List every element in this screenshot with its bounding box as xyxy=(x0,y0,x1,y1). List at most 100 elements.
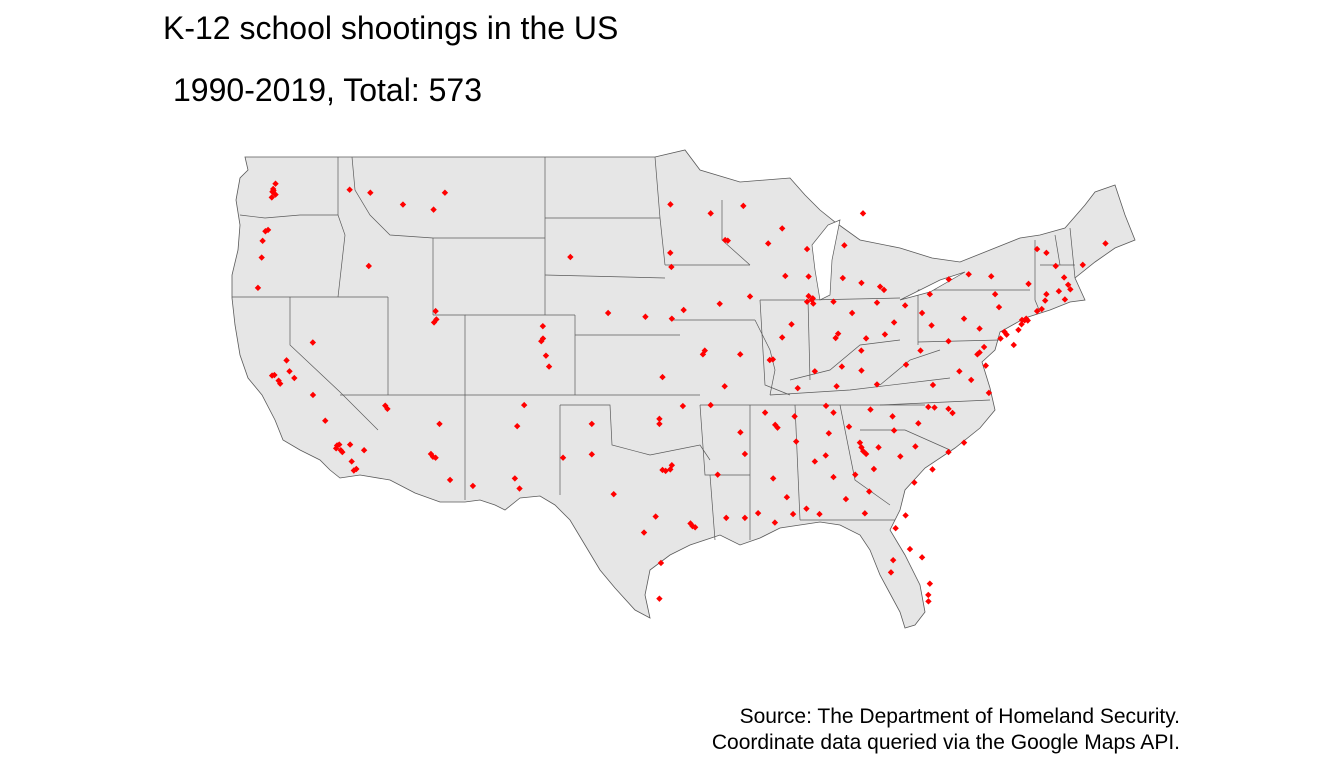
shooting-point xyxy=(841,242,848,249)
shooting-point xyxy=(667,201,674,208)
shooting-point xyxy=(918,309,926,317)
border-al-ga xyxy=(794,404,801,521)
shooting-point xyxy=(699,351,707,358)
shooting-point xyxy=(810,300,817,307)
shooting-point xyxy=(430,206,437,213)
shooting-point xyxy=(432,454,439,461)
shooting-point xyxy=(346,186,353,193)
shooting-point xyxy=(967,376,975,384)
shooting-point xyxy=(803,505,810,512)
shooting-point xyxy=(1043,249,1050,257)
shooting-point xyxy=(956,368,963,375)
caption-line-2: Coordinate data queried via the Google M… xyxy=(711,731,1180,754)
shooting-point xyxy=(272,191,279,198)
shooting-point xyxy=(830,473,837,481)
border-in-oh xyxy=(807,299,811,381)
shooting-point xyxy=(842,495,850,503)
shooting-point xyxy=(283,357,290,364)
shooting-point xyxy=(662,467,669,475)
shooting-point xyxy=(845,423,853,430)
shooting-point xyxy=(701,347,708,354)
shooting-point xyxy=(640,529,648,536)
shooting-point xyxy=(915,420,922,427)
shooting-point xyxy=(902,512,909,519)
shooting-point xyxy=(588,420,596,428)
shooting-point xyxy=(761,409,769,416)
border-tn-ky xyxy=(769,377,951,396)
shooting-point xyxy=(1038,305,1045,313)
shooting-point xyxy=(291,374,298,382)
shooting-point xyxy=(668,263,675,271)
shooting-point xyxy=(1010,341,1017,349)
shooting-point xyxy=(912,443,919,450)
shooting-point xyxy=(542,352,550,359)
shooting-point xyxy=(656,595,663,602)
border-mn-west xyxy=(654,156,666,266)
shooting-point xyxy=(642,313,649,320)
shooting-point xyxy=(679,402,687,410)
shooting-point xyxy=(862,335,870,342)
shooting-point xyxy=(822,402,830,410)
border-nc-sc xyxy=(860,429,951,451)
shooting-point xyxy=(876,283,884,290)
shooting-point xyxy=(336,441,343,448)
shooting-point xyxy=(816,510,823,518)
shooting-point xyxy=(870,465,878,473)
shooting-point xyxy=(1055,287,1063,295)
map-title: K-12 school shootings in the US xyxy=(163,10,619,46)
shooting-point xyxy=(714,471,721,478)
border-va-nc xyxy=(879,399,991,406)
shooting-point xyxy=(880,286,888,294)
shooting-point xyxy=(852,471,859,478)
shooting-point xyxy=(976,349,983,356)
border-vt-nh xyxy=(1054,234,1061,266)
shooting-point xyxy=(259,237,266,245)
shooting-point xyxy=(892,525,899,532)
shooting-point xyxy=(825,430,833,437)
shooting-point xyxy=(925,591,932,599)
shooting-point xyxy=(906,545,914,553)
shooting-point xyxy=(275,377,282,384)
shooting-point xyxy=(268,194,275,201)
shooting-point xyxy=(982,362,989,369)
shooting-point xyxy=(918,554,926,561)
shooting-point xyxy=(1060,274,1068,281)
shooting-point xyxy=(269,188,276,195)
shooting-point xyxy=(737,429,744,436)
shooting-point xyxy=(974,351,981,358)
shooting-point xyxy=(737,351,744,358)
shooting-point xyxy=(997,335,1004,342)
shooting-point xyxy=(427,450,435,458)
shooting-point xyxy=(469,482,477,490)
shooting-point xyxy=(1079,261,1086,269)
shooting-point xyxy=(1061,296,1069,303)
border-ga-east xyxy=(839,404,891,506)
shooting-point xyxy=(858,444,865,451)
shooting-point xyxy=(348,458,355,465)
shooting-point xyxy=(1024,317,1031,324)
shooting-point xyxy=(901,302,909,309)
border-wv-va xyxy=(879,349,941,386)
shooting-point xyxy=(1102,240,1109,247)
shooting-point xyxy=(754,509,762,517)
shooting-point xyxy=(960,439,968,446)
shooting-point xyxy=(769,475,777,482)
shooting-point xyxy=(604,309,612,317)
shooting-point xyxy=(716,300,723,307)
shooting-point xyxy=(838,363,846,370)
shooting-point xyxy=(353,465,360,473)
shooting-point xyxy=(367,189,374,196)
caption-line-1: Source: The Department of Homeland Secur… xyxy=(739,705,1180,728)
shooting-point xyxy=(1041,297,1049,304)
shooting-point xyxy=(707,401,714,409)
shooting-point xyxy=(858,347,865,354)
border-ar-la xyxy=(699,404,750,476)
shooting-point xyxy=(991,291,999,298)
shooting-point xyxy=(889,413,896,420)
shooting-point xyxy=(803,298,811,305)
shooting-point xyxy=(741,450,749,458)
border-sd-ne xyxy=(544,274,666,279)
shooting-point xyxy=(889,556,897,564)
shooting-point xyxy=(769,356,777,363)
